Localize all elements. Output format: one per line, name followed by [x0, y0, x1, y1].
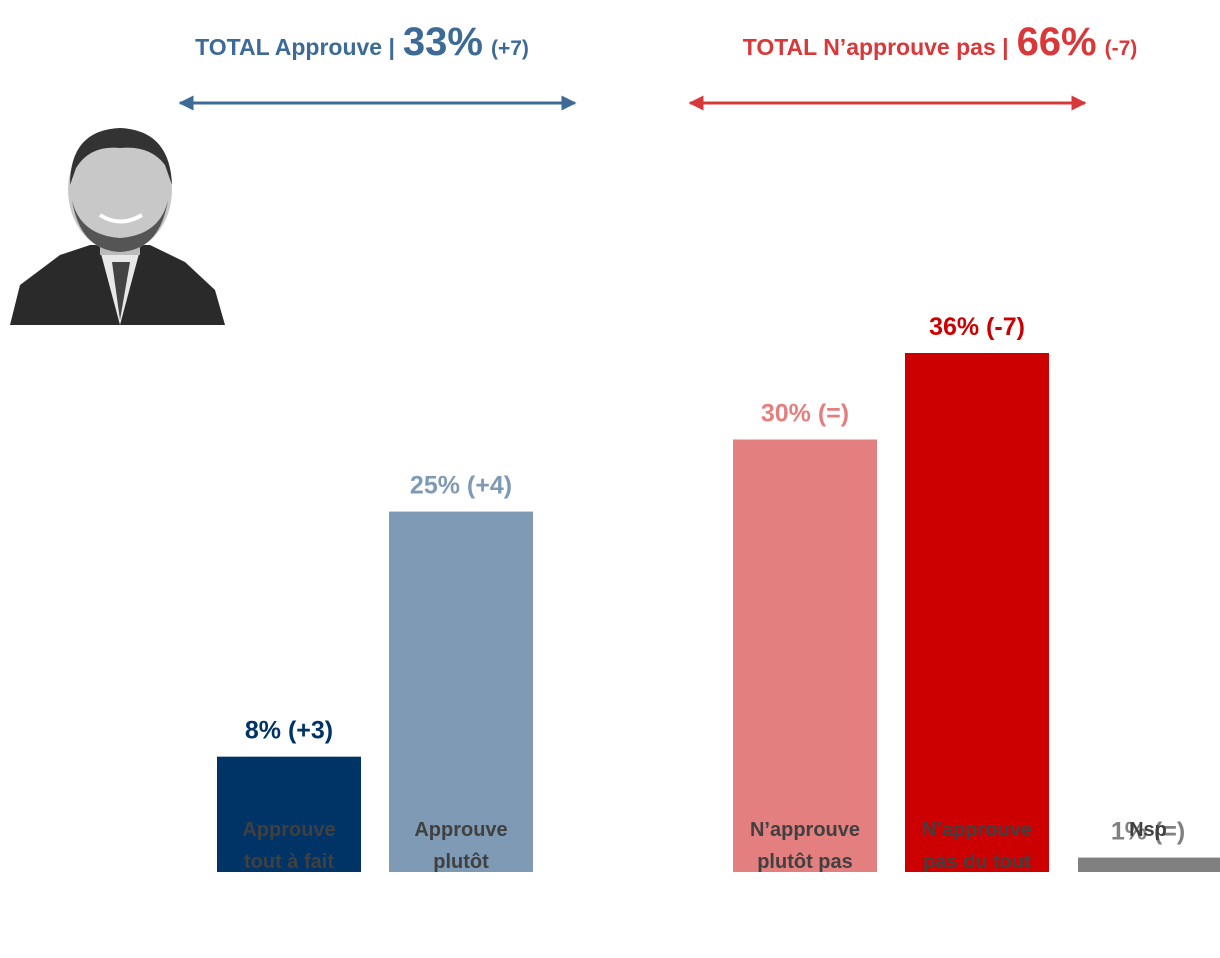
category-label: Approuve [242, 819, 335, 841]
value-label: 25% (+4) [410, 472, 512, 500]
header: TOTAL N’approuve pas | 66% (-7) [743, 20, 1138, 64]
category-label: plutôt pas [757, 851, 853, 873]
value-label: 36% (-7) [929, 313, 1025, 341]
category-label: tout à fait [244, 851, 334, 873]
bar [905, 353, 1049, 872]
category-label: Nsp [1129, 819, 1167, 841]
header-change: (-7) [1105, 37, 1138, 60]
value-label: 1% (=) [1111, 818, 1185, 846]
header: TOTAL Approuve | 33% (+7) [195, 20, 529, 64]
value-label: 8% (+3) [245, 717, 333, 745]
value-label: 30% (=) [761, 400, 849, 428]
header-change: (+7) [491, 37, 529, 60]
header-label: TOTAL N’approuve pas | [743, 34, 1009, 60]
header-value: 66% [1017, 20, 1097, 64]
category-label: Approuve [414, 819, 507, 841]
category-label: N’approuve [750, 819, 860, 841]
category-label: pas du tout [923, 851, 1031, 873]
bar [733, 439, 877, 872]
category-label: N’approuve [922, 819, 1032, 841]
header-label: TOTAL Approuve | [195, 34, 395, 60]
header-value: 33% [403, 20, 483, 64]
category-label: plutôt [433, 851, 489, 873]
portrait [10, 128, 225, 325]
bar [217, 756, 361, 872]
bar [1078, 857, 1220, 872]
bar [389, 511, 533, 872]
